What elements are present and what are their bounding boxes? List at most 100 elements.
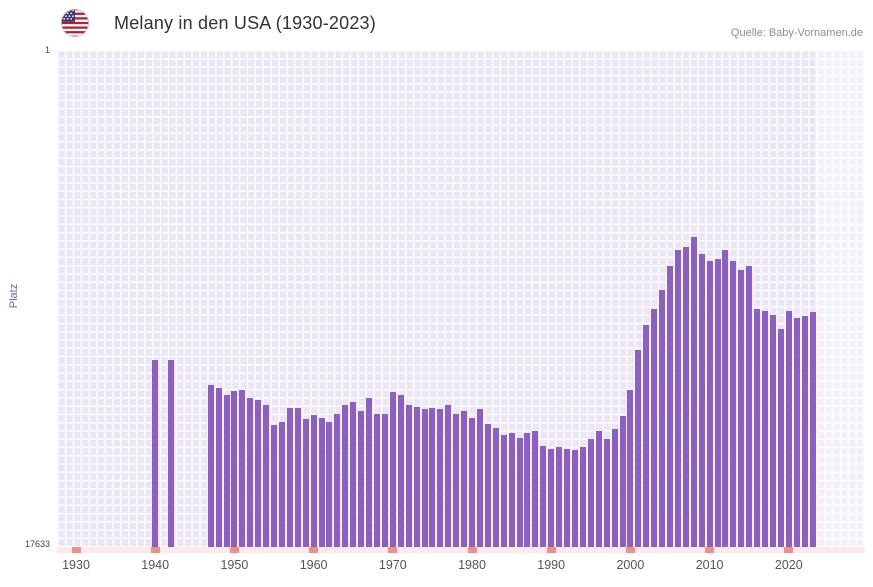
bar-1953 [255, 399, 262, 547]
bar-1963 [334, 413, 341, 547]
bar-1993 [572, 450, 578, 547]
bar-1966 [358, 410, 365, 547]
bar-1999 [619, 416, 626, 547]
bar-2007 [682, 247, 689, 547]
bar-1972 [405, 405, 412, 547]
bar-1977 [445, 405, 452, 547]
bar-2013 [730, 261, 737, 547]
bar-1994 [579, 447, 586, 547]
bar-1965 [350, 402, 357, 547]
x-axis-label-1960: 1960 [299, 558, 328, 572]
bar-2000 [627, 389, 634, 547]
bar-1954 [263, 405, 270, 547]
x-axis-label-2020: 2020 [774, 558, 803, 572]
bar-1989 [540, 446, 547, 547]
bar-1974 [421, 409, 428, 547]
bar-2001 [635, 350, 642, 547]
bar-2011 [714, 258, 721, 547]
bar-1961 [318, 417, 325, 547]
bar-1969 [381, 413, 388, 547]
bar-1996 [595, 430, 602, 547]
bar-1992 [564, 448, 570, 547]
bar-1964 [342, 405, 349, 547]
x-axis-labels: 1930 1940 1950 1960 1970 1980 1990 2000 2010 2020 [57, 558, 865, 576]
bar-1980 [469, 417, 475, 547]
x-axis-label-1930: 1930 [62, 558, 90, 572]
bar-1957 [286, 408, 293, 547]
x-axis-tick-2020 [784, 547, 794, 553]
bar-2014 [738, 269, 745, 547]
bar-2022 [801, 316, 808, 547]
bar-1998 [611, 429, 618, 547]
bar-1962 [326, 422, 333, 547]
chart-header: Melany in den USA (1930-2023) Quelle: Ba… [0, 0, 873, 46]
x-axis-label-1950: 1950 [220, 558, 249, 572]
bar-1951 [239, 389, 246, 547]
y-axis-bottom-tick: 17633 [24, 539, 50, 549]
bar-2023 [809, 312, 816, 547]
bars-container [57, 50, 865, 547]
bar-1987 [524, 433, 531, 547]
bar-1984 [500, 434, 507, 547]
bar-1982 [484, 423, 491, 547]
bar-1960 [310, 415, 317, 547]
x-axis-band [57, 547, 865, 553]
bar-1950 [231, 391, 238, 547]
x-axis-tick-1960 [309, 547, 319, 553]
x-axis-tick-1940 [150, 547, 160, 553]
x-axis-label-2010: 2010 [695, 558, 724, 572]
bar-2017 [762, 310, 768, 547]
chart-title: Melany in den USA (1930-2023) [114, 13, 376, 33]
bar-1948 [215, 388, 222, 547]
bar-2018 [770, 314, 776, 547]
us-flag-icon [60, 8, 90, 38]
bar-2019 [777, 329, 784, 547]
bar-1940 [152, 360, 159, 547]
bar-1981 [476, 409, 483, 547]
x-axis-tick-2010 [705, 547, 715, 553]
y-axis-label: Platz [8, 283, 20, 309]
bar-1983 [492, 427, 499, 547]
bar-1952 [247, 398, 254, 547]
bar-1979 [461, 410, 468, 547]
bar-2006 [674, 250, 681, 547]
x-axis-tick-1990 [546, 547, 556, 553]
bar-2005 [667, 265, 673, 547]
plot-area [57, 50, 865, 547]
bar-1947 [207, 385, 214, 547]
bar-1967 [366, 398, 372, 547]
bar-1973 [413, 406, 420, 547]
bar-1976 [437, 409, 444, 547]
bar-2010 [706, 261, 713, 547]
bar-2015 [746, 265, 753, 547]
bar-2009 [698, 254, 705, 547]
bar-2020 [785, 310, 792, 547]
source-attribution: Quelle: Baby-Vornamen.de [730, 27, 863, 39]
x-axis-label-1940: 1940 [141, 558, 170, 572]
bar-2016 [754, 309, 761, 547]
bar-1995 [587, 439, 594, 547]
bar-2003 [651, 309, 658, 547]
x-axis-label-1980: 1980 [458, 558, 486, 572]
bar-1971 [397, 395, 404, 547]
bar-1942 [168, 360, 174, 547]
bar-1986 [516, 437, 523, 547]
x-axis-tick-1950 [229, 547, 239, 553]
bar-2012 [722, 250, 729, 547]
bar-1975 [429, 408, 436, 547]
bar-1968 [374, 413, 380, 547]
x-axis-tick-1980 [467, 547, 477, 553]
x-axis-label-2000: 2000 [616, 558, 645, 572]
bar-2004 [659, 289, 666, 547]
bar-1970 [389, 392, 396, 547]
bar-1956 [278, 422, 285, 547]
bar-1997 [603, 439, 610, 547]
x-axis-tick-1970 [388, 547, 398, 553]
bar-1988 [532, 430, 539, 547]
bar-1958 [294, 408, 301, 547]
y-axis-top-tick: 1 [44, 45, 50, 55]
bar-1985 [508, 433, 515, 547]
bar-1955 [271, 424, 277, 547]
x-axis-tick-1930 [71, 547, 81, 553]
